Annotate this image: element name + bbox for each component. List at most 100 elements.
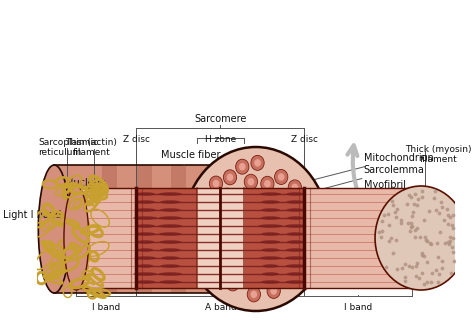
Ellipse shape: [160, 200, 180, 204]
Text: Light I band: Light I band: [3, 210, 122, 228]
Circle shape: [183, 147, 328, 311]
Ellipse shape: [77, 242, 96, 254]
Ellipse shape: [71, 204, 90, 216]
Ellipse shape: [287, 208, 304, 212]
Circle shape: [206, 204, 212, 211]
Text: Myofibril: Myofibril: [321, 180, 406, 231]
Ellipse shape: [216, 222, 269, 272]
Circle shape: [278, 173, 284, 181]
Ellipse shape: [258, 224, 283, 228]
Bar: [76, 188, 137, 288]
Bar: [76, 188, 421, 288]
Ellipse shape: [286, 192, 305, 196]
Ellipse shape: [261, 280, 280, 284]
Text: Muscle fiber: Muscle fiber: [162, 150, 221, 166]
Text: Z disc: Z disc: [123, 135, 150, 144]
Circle shape: [296, 232, 302, 239]
Ellipse shape: [135, 208, 156, 212]
Circle shape: [244, 274, 250, 281]
Ellipse shape: [38, 165, 70, 293]
Circle shape: [274, 169, 288, 184]
Ellipse shape: [158, 192, 182, 196]
Ellipse shape: [137, 264, 154, 268]
Circle shape: [233, 222, 246, 237]
Circle shape: [226, 276, 239, 291]
Bar: [304, 188, 421, 288]
Circle shape: [271, 238, 284, 253]
Circle shape: [247, 178, 254, 185]
Text: Z disc: Z disc: [291, 135, 318, 144]
Ellipse shape: [159, 232, 182, 236]
Circle shape: [246, 198, 259, 213]
Ellipse shape: [161, 256, 180, 260]
Circle shape: [219, 213, 225, 221]
Circle shape: [198, 230, 211, 245]
Bar: [102, 165, 117, 293]
Circle shape: [258, 226, 271, 241]
Circle shape: [296, 251, 310, 266]
Bar: [171, 165, 186, 293]
Ellipse shape: [284, 224, 306, 228]
Ellipse shape: [286, 248, 305, 252]
Ellipse shape: [285, 264, 305, 268]
Ellipse shape: [263, 264, 279, 268]
Circle shape: [213, 180, 219, 187]
Circle shape: [300, 255, 306, 263]
FancyArrowPatch shape: [347, 146, 385, 237]
Circle shape: [251, 291, 257, 298]
Circle shape: [274, 241, 281, 249]
Text: Dark A band: Dark A band: [170, 267, 230, 283]
Circle shape: [251, 156, 264, 170]
Circle shape: [234, 208, 240, 216]
Ellipse shape: [159, 280, 182, 284]
Ellipse shape: [261, 216, 280, 220]
Circle shape: [236, 159, 249, 174]
Ellipse shape: [135, 280, 155, 284]
Circle shape: [197, 250, 204, 257]
Circle shape: [240, 270, 254, 285]
Circle shape: [210, 176, 223, 191]
Ellipse shape: [159, 240, 182, 244]
Circle shape: [309, 239, 315, 247]
Circle shape: [305, 236, 319, 251]
Circle shape: [215, 210, 228, 225]
Circle shape: [194, 246, 207, 261]
Ellipse shape: [136, 224, 155, 228]
Circle shape: [206, 264, 212, 271]
Bar: [330, 226, 379, 242]
Circle shape: [309, 219, 322, 234]
Circle shape: [267, 283, 280, 298]
Circle shape: [275, 195, 282, 203]
Text: Nucleus: Nucleus: [65, 178, 105, 240]
Ellipse shape: [160, 248, 181, 252]
Ellipse shape: [261, 240, 280, 244]
Circle shape: [264, 180, 271, 187]
Circle shape: [229, 280, 236, 287]
Circle shape: [256, 263, 263, 270]
Ellipse shape: [261, 248, 280, 252]
Text: Sarcolemma: Sarcolemma: [264, 165, 424, 204]
Ellipse shape: [136, 200, 155, 204]
Circle shape: [196, 217, 203, 224]
Circle shape: [247, 287, 261, 302]
Bar: [72, 191, 262, 209]
Ellipse shape: [133, 272, 157, 276]
Ellipse shape: [287, 216, 304, 220]
Ellipse shape: [285, 280, 306, 284]
Ellipse shape: [160, 264, 180, 268]
Circle shape: [261, 176, 274, 191]
Circle shape: [265, 209, 279, 224]
Circle shape: [290, 271, 297, 279]
Circle shape: [242, 237, 255, 252]
Circle shape: [261, 230, 267, 237]
Circle shape: [202, 260, 216, 275]
Circle shape: [273, 259, 286, 274]
Circle shape: [223, 170, 237, 185]
Ellipse shape: [286, 200, 305, 204]
Ellipse shape: [133, 216, 157, 220]
Text: H zone: H zone: [205, 135, 236, 144]
Circle shape: [224, 241, 231, 248]
Ellipse shape: [261, 200, 280, 204]
Circle shape: [254, 159, 261, 166]
Circle shape: [375, 186, 467, 290]
